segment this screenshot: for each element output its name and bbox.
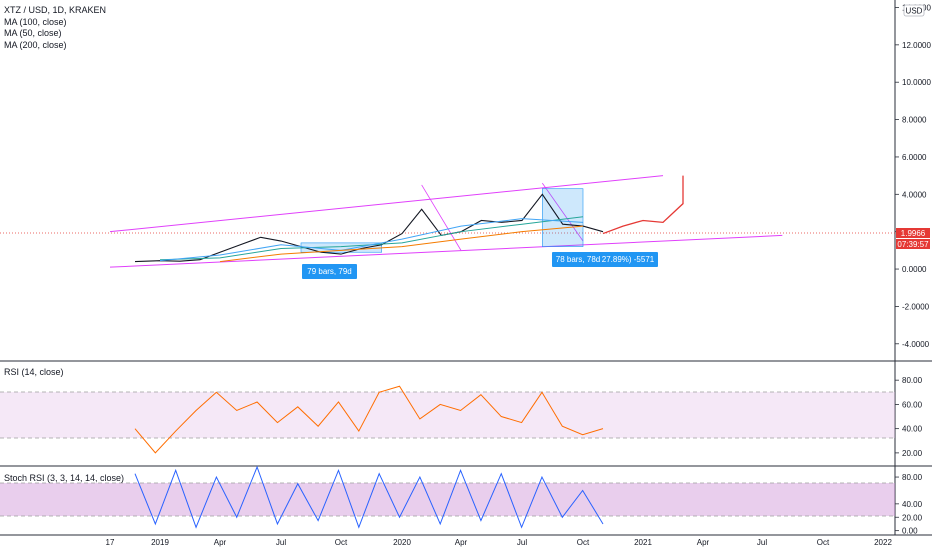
- currency-button[interactable]: [903, 4, 925, 17]
- measure-label-2[interactable]: [552, 252, 658, 267]
- indicator-ma200[interactable]: MA (200, close): [4, 40, 67, 50]
- price-series-line: [134, 193, 604, 263]
- y-tick-label: 4.0000: [902, 190, 927, 199]
- x-tick-label: Oct: [335, 538, 348, 547]
- y-tick-label: 40.00: [902, 500, 923, 509]
- channel-upper-line[interactable]: [109, 175, 664, 233]
- x-tick-label: 2021: [634, 538, 652, 547]
- last-price-text: 1.9966: [901, 229, 926, 238]
- rsi-label[interactable]: RSI (14, close): [4, 367, 64, 377]
- measure-label-1[interactable]: [302, 264, 357, 279]
- y-tick-label: 20.00: [902, 513, 923, 522]
- y-tick-label: 80.00: [902, 376, 923, 385]
- rsi-band: [0, 392, 895, 438]
- y-tick-label: 6.0000: [902, 153, 927, 162]
- x-tick-label: 2020: [393, 538, 411, 547]
- x-tick-label: 17: [106, 538, 115, 547]
- price-series-line: [219, 225, 584, 263]
- countdown-tag: [896, 239, 930, 249]
- price-series-line: [159, 218, 584, 262]
- y-tick-label: 0.00: [902, 527, 918, 536]
- x-tick-label: Oct: [577, 538, 590, 547]
- y-tick-label: 10.0000: [902, 78, 931, 87]
- x-tick-label: 2019: [151, 538, 169, 547]
- measure-text-2b: 27.89%) -5571: [602, 255, 655, 264]
- projection-path[interactable]: [602, 175, 684, 235]
- x-tick-label: Oct: [817, 538, 830, 547]
- y-tick-label: 80.00: [902, 473, 923, 482]
- y-tick-label: 0.0000: [902, 265, 927, 274]
- y-tick-label: -4.0000: [902, 340, 930, 349]
- y-tick-label: -2.0000: [902, 302, 930, 311]
- measure-text-2: 78 bars, 78d: [556, 255, 600, 264]
- measure-text-1: 79 bars, 79d: [307, 267, 351, 276]
- x-tick-label: Apr: [697, 538, 710, 547]
- channel-lower-line[interactable]: [109, 234, 783, 268]
- countdown-text: 07:39:57: [897, 240, 929, 249]
- indicator-ma100[interactable]: MA (100, close): [4, 17, 67, 27]
- y-tick-label: 20.00: [902, 449, 923, 458]
- x-tick-label: 2022: [874, 538, 892, 547]
- y-tick-label: 8.0000: [902, 116, 927, 125]
- indicator-ma50[interactable]: MA (50, close): [4, 28, 62, 38]
- last-price-tag: [896, 228, 930, 238]
- rsi-line: [134, 385, 604, 454]
- x-tick-label: Apr: [455, 538, 468, 547]
- y-tick-label: 12.0000: [902, 41, 931, 50]
- y-tick-label: 40.00: [902, 425, 923, 434]
- stoch-line: [134, 465, 604, 529]
- stoch-label[interactable]: Stoch RSI (3, 3, 14, 14, close): [4, 473, 124, 483]
- x-tick-label: Jul: [276, 538, 286, 547]
- x-tick-label: Apr: [214, 538, 227, 547]
- trend-line[interactable]: [542, 182, 584, 242]
- trend-line[interactable]: [421, 184, 462, 251]
- x-tick-label: Jul: [757, 538, 767, 547]
- x-tick-label: Jul: [517, 538, 527, 547]
- y-tick-label: 60.00: [902, 400, 923, 409]
- stoch-band: [0, 483, 895, 516]
- currency-label: USD: [906, 7, 923, 16]
- chart-title: XTZ / USD, 1D, KRAKEN: [4, 5, 106, 15]
